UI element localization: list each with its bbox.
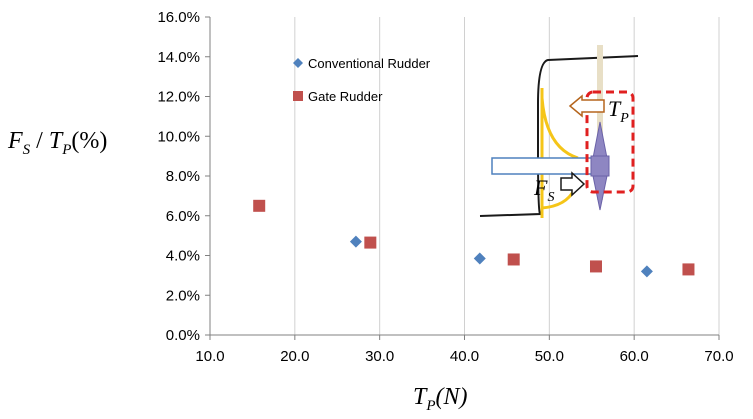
x-axis-title: TP(N) [413, 384, 468, 414]
x-tick-label: 40.0 [450, 348, 479, 365]
side-force-small-arrow [560, 171, 586, 197]
y-tick-label: 6.0% [166, 208, 200, 225]
y-tick-label: 10.0% [157, 128, 200, 145]
rudder-sketch-illustration [479, 45, 639, 218]
x-tick-label: 60.0 [620, 348, 649, 365]
data-point-gate-rudder [682, 263, 695, 276]
data-point-gate-rudder [253, 199, 266, 212]
data-point-conventional-rudder [349, 235, 362, 248]
y-tick-label: 12.0% [157, 89, 200, 106]
y-tick-label: 2.0% [166, 287, 200, 304]
x-tick-labels: 10.0 20.0 30.0 40.0 50.0 60.0 70.0 [195, 348, 733, 365]
fs-annotation: FS [533, 175, 554, 205]
legend-marker-conventional-rudder [293, 58, 303, 68]
x-tick-label: 20.0 [280, 348, 309, 365]
thrust-arrow [568, 94, 605, 118]
data-point-gate-rudder [507, 253, 520, 266]
legend-label-conventional-rudder: Conventional Rudder [308, 56, 431, 71]
tp-annotation: TP [608, 96, 629, 126]
side-force-arrow-box [491, 157, 595, 175]
data-point-conventional-rudder [473, 252, 486, 265]
legend-marker-gate-rudder [293, 91, 303, 101]
y-tick-label: 14.0% [157, 49, 200, 66]
y-tick-label: 16.0% [157, 9, 200, 26]
x-tick-label: 50.0 [535, 348, 564, 365]
hull-outline-curve [479, 55, 639, 217]
legend: Conventional Rudder Gate Rudder [293, 56, 431, 104]
y-tick-labels: 0.0% 2.0% 4.0% 6.0% 8.0% 10.0% 12.0% 14.0% 16.0% [157, 9, 200, 344]
axes [205, 16, 720, 340]
y-tick-label: 8.0% [166, 168, 200, 185]
data-point-gate-rudder [364, 236, 377, 249]
legend-label-gate-rudder: Gate Rudder [308, 89, 383, 104]
y-axis-title: FS / TP(%) [7, 128, 107, 158]
highlight-box [585, 90, 635, 194]
data-point-conventional-rudder [640, 265, 653, 278]
data-point-gate-rudder [589, 260, 602, 273]
x-tick-label: 70.0 [704, 348, 733, 365]
rudder-blade-center [590, 155, 610, 177]
x-tick-label: 10.0 [195, 348, 224, 365]
y-tick-label: 0.0% [166, 327, 200, 344]
y-tick-label: 4.0% [166, 248, 200, 265]
x-tick-label: 30.0 [365, 348, 394, 365]
data-points [253, 199, 695, 278]
